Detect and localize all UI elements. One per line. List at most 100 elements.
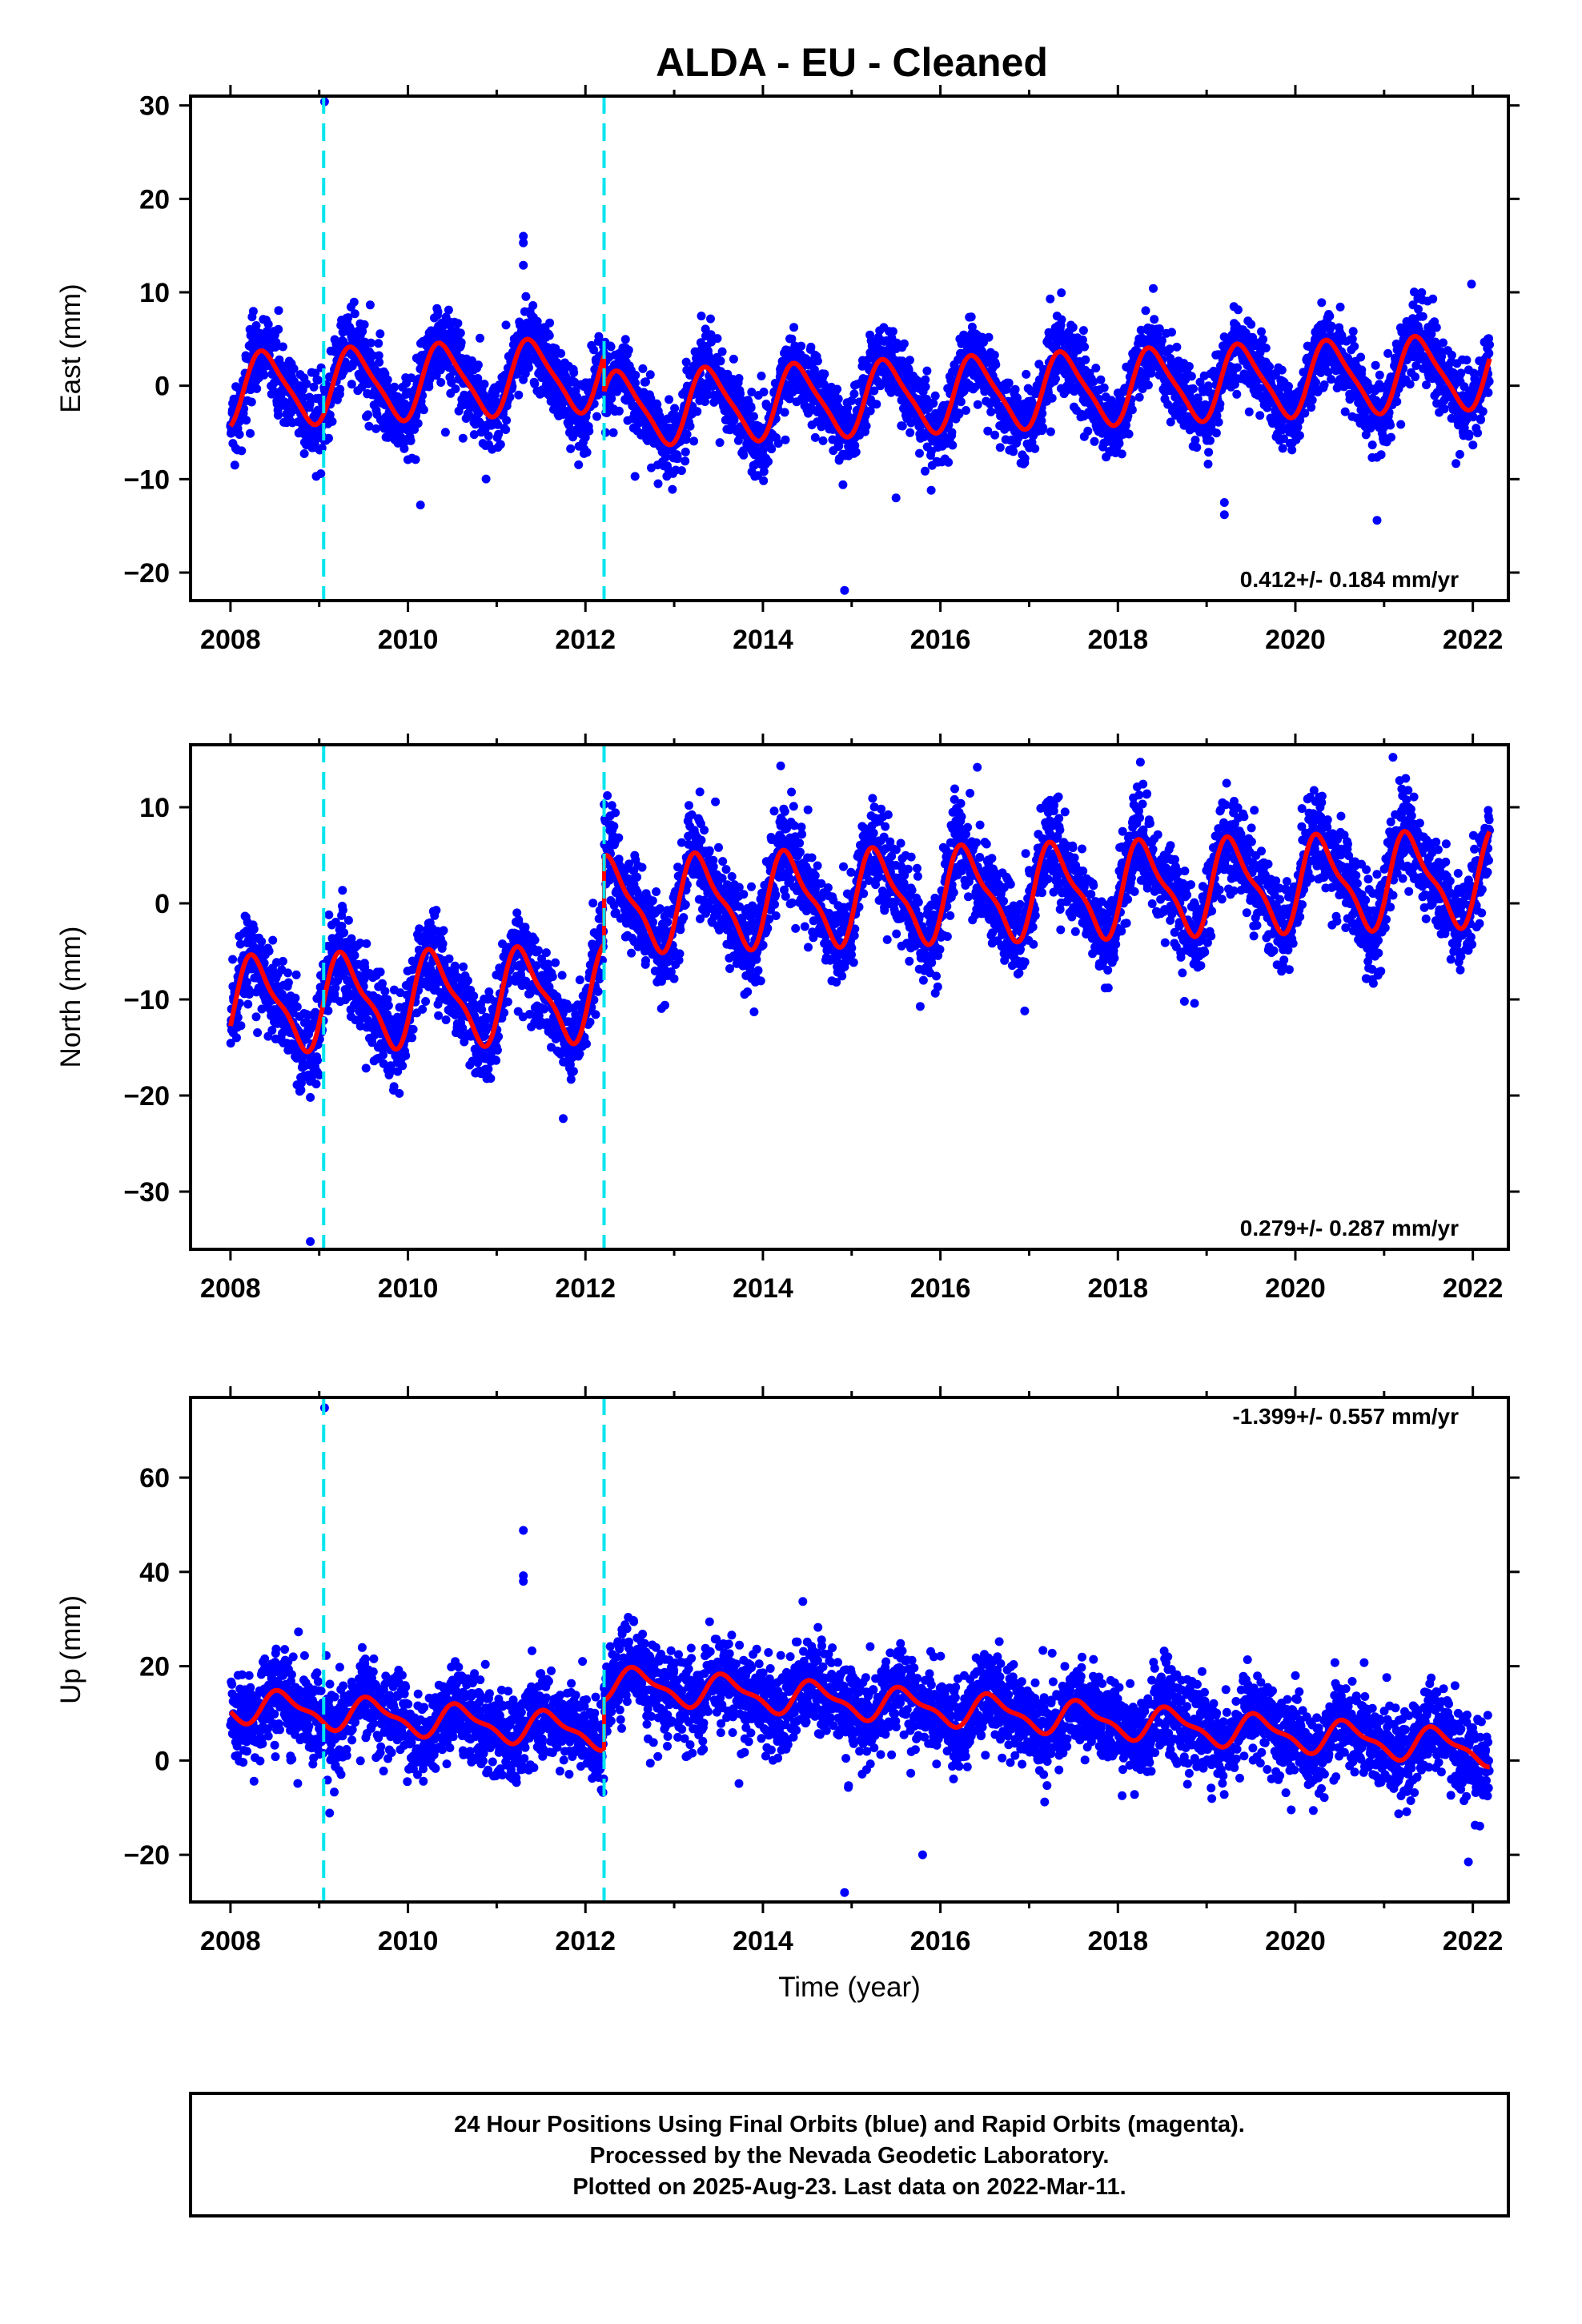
data-point xyxy=(1464,429,1474,439)
data-point xyxy=(1167,328,1176,337)
north-panel: 2008 2010 2012 2014 2016 2018 2020 2022−30−20−1… xyxy=(55,734,1520,1304)
data-point xyxy=(759,388,769,396)
data-point xyxy=(926,485,936,495)
data-point xyxy=(383,381,392,391)
data-point xyxy=(670,404,680,413)
data-point xyxy=(556,348,566,358)
data-point xyxy=(521,292,531,301)
data-point xyxy=(1206,436,1215,445)
data-point xyxy=(646,394,656,404)
data-point xyxy=(806,342,816,352)
data-point xyxy=(869,386,879,396)
data-point xyxy=(544,331,554,340)
outlier-point xyxy=(1219,510,1229,520)
data-point xyxy=(764,456,773,466)
data-point xyxy=(1030,444,1040,453)
data-point xyxy=(324,910,334,919)
data-point xyxy=(239,404,249,413)
data-point xyxy=(1462,356,1472,365)
data-point xyxy=(468,356,476,365)
y-tick-label: 0 xyxy=(155,372,170,402)
data-point xyxy=(359,320,369,329)
data-point xyxy=(697,312,706,321)
data-point xyxy=(480,380,489,389)
data-point xyxy=(528,301,538,310)
data-point xyxy=(574,460,584,469)
data-point xyxy=(1247,320,1256,329)
data-point xyxy=(292,1002,302,1011)
data-point xyxy=(343,313,353,323)
data-point xyxy=(366,338,375,348)
data-point xyxy=(347,380,356,389)
data-point xyxy=(652,400,662,409)
x-tick-label: 2008 xyxy=(200,625,261,655)
y-tick-label: 30 xyxy=(139,91,170,122)
data-point xyxy=(681,456,690,466)
data-point xyxy=(1348,327,1358,336)
data-point xyxy=(1392,397,1402,406)
data-point xyxy=(247,397,256,407)
data-point xyxy=(311,1080,321,1089)
data-point xyxy=(447,378,456,388)
data-point xyxy=(436,378,446,387)
data-point xyxy=(851,448,861,456)
data-point xyxy=(682,429,692,439)
data-point xyxy=(313,376,323,385)
data-point xyxy=(797,341,806,351)
data-point xyxy=(584,426,594,436)
data-point xyxy=(1414,304,1423,314)
data-point xyxy=(1009,447,1018,456)
data-point xyxy=(1255,411,1265,420)
data-point xyxy=(736,389,745,398)
data-point xyxy=(440,428,450,437)
data-point xyxy=(289,364,299,373)
data-point xyxy=(335,384,345,394)
data-point xyxy=(1468,412,1478,422)
data-point xyxy=(1004,378,1014,388)
data-point xyxy=(302,379,311,388)
y-tick-label: 10 xyxy=(139,278,170,308)
data-point xyxy=(400,444,409,453)
data-point xyxy=(433,307,443,316)
data-point xyxy=(747,388,757,397)
data-point xyxy=(706,314,715,324)
data-point xyxy=(259,370,269,380)
data-point xyxy=(1114,439,1124,448)
data-point xyxy=(905,428,915,437)
data-point xyxy=(363,410,373,420)
data-point xyxy=(368,351,378,360)
data-point xyxy=(1192,443,1202,452)
x-tick-label: 2016 xyxy=(910,625,971,655)
data-point xyxy=(905,356,914,365)
data-point xyxy=(476,333,484,343)
data-point xyxy=(444,305,453,315)
data-point xyxy=(781,435,790,444)
data-point xyxy=(374,351,383,360)
x-tick-label: 2012 xyxy=(555,625,616,655)
data-point xyxy=(681,357,691,367)
data-point xyxy=(1473,428,1483,438)
data-point xyxy=(1485,340,1494,349)
data-point xyxy=(243,999,253,1009)
data-point xyxy=(274,324,283,334)
data-point xyxy=(272,341,281,351)
data-point xyxy=(1327,321,1336,331)
data-point xyxy=(739,450,749,460)
data-point xyxy=(273,411,283,420)
outlier-point xyxy=(519,260,528,270)
data-point xyxy=(653,479,663,489)
data-point xyxy=(984,332,994,342)
data-point xyxy=(582,448,592,457)
north-plot-area xyxy=(226,753,1494,1246)
x-tick-label: 2010 xyxy=(378,625,439,655)
data-point xyxy=(1232,389,1242,399)
data-point xyxy=(1277,365,1287,375)
data-point xyxy=(411,455,420,464)
data-point xyxy=(1189,384,1198,393)
data-point xyxy=(236,1021,246,1031)
data-point xyxy=(966,312,976,322)
data-point xyxy=(1396,420,1406,429)
data-point xyxy=(375,357,384,367)
data-point xyxy=(1357,365,1367,375)
data-point xyxy=(1431,323,1441,332)
